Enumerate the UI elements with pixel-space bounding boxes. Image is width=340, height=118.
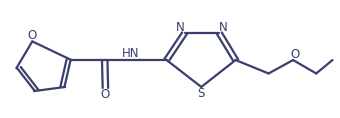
Text: O: O xyxy=(101,88,110,101)
Text: S: S xyxy=(198,87,205,100)
Text: HN: HN xyxy=(122,47,140,60)
Text: N: N xyxy=(219,21,228,34)
Text: O: O xyxy=(290,48,300,61)
Text: O: O xyxy=(28,29,37,42)
Text: N: N xyxy=(176,21,185,34)
